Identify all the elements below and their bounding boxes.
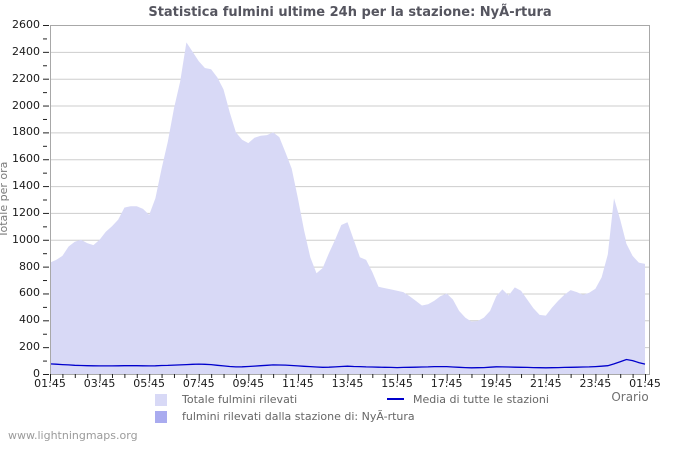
y-tick-label: 2600 xyxy=(12,18,40,31)
total-lightning-area-series xyxy=(50,42,645,375)
x-tick-label: 03:45 xyxy=(83,377,116,390)
legend-label-station: fulmini rilevati dalla stazione di: NyÃ-… xyxy=(182,410,415,423)
legend-swatch-station xyxy=(155,411,167,423)
x-tick-label: 13:45 xyxy=(331,377,364,390)
x-tick-label: 05:45 xyxy=(133,377,165,390)
x-tick-label: 09:45 xyxy=(232,377,265,390)
y-tick-label: 2000 xyxy=(12,98,40,112)
y-tick-label: 800 xyxy=(19,259,40,273)
x-tick-label: 01:45 xyxy=(34,377,66,390)
x-tick-label: 21:45 xyxy=(529,377,562,390)
legend-label-total: Totale fulmini rilevati xyxy=(182,393,298,406)
x-tick-label: 15:45 xyxy=(381,377,413,390)
legend-line-media xyxy=(387,398,404,400)
x-tick-label: 11:45 xyxy=(282,377,314,390)
y-tick-label: 600 xyxy=(19,286,40,300)
x-tick-label: 17:45 xyxy=(430,377,463,390)
y-tick-label: 2400 xyxy=(12,44,40,58)
plot-frame xyxy=(50,25,650,375)
y-tick-label: 1000 xyxy=(12,232,40,246)
y-axis-title: Totale per ora xyxy=(0,161,10,238)
legend-label-media: Media di tutte le stazioni xyxy=(413,393,549,406)
watermark-link[interactable]: www.lightningmaps.org xyxy=(8,429,138,442)
x-tick-label: 07:45 xyxy=(182,377,215,390)
y-tick-label: 2200 xyxy=(12,71,40,85)
y-tick-label: 1800 xyxy=(12,125,40,139)
axis-ticks xyxy=(43,25,646,381)
legend-swatch-total xyxy=(155,394,167,406)
x-tick-label: 23:45 xyxy=(579,377,612,390)
y-tick-label: 1400 xyxy=(12,179,40,193)
x-axis-title: Orario xyxy=(611,390,649,404)
stations-average-line-series xyxy=(49,358,646,369)
y-tick-label: 0 xyxy=(33,367,40,380)
x-tick-label: 01:45 xyxy=(629,377,661,390)
y-tick-label: 1200 xyxy=(12,205,40,219)
y-tick-label: 200 xyxy=(19,340,40,354)
y-tick-label: 1600 xyxy=(12,152,40,166)
chart-title: Statistica fulmini ultime 24h per la sta… xyxy=(148,5,552,20)
y-tick-label: 400 xyxy=(19,313,40,327)
x-tick-label: 19:45 xyxy=(480,377,513,390)
